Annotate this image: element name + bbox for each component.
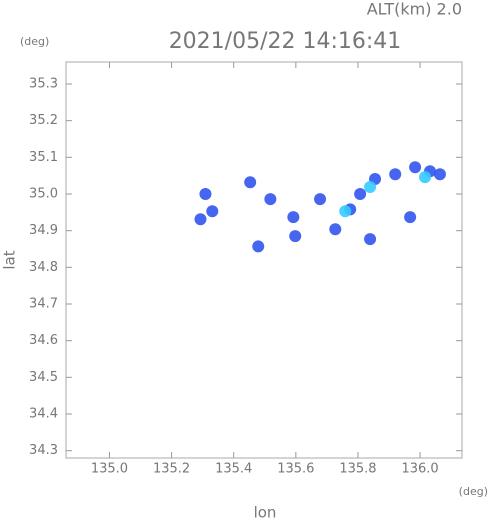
- x-tick-label: 135.6: [277, 462, 314, 477]
- echo-point: [289, 230, 302, 243]
- y-tick-label: 35.0: [29, 187, 58, 202]
- y-axis-label: lat: [1, 250, 19, 269]
- echo-point: [409, 161, 422, 174]
- echo-point: [339, 205, 352, 218]
- echo-point: [314, 193, 327, 206]
- x-tick-label: 135.0: [91, 462, 128, 477]
- echo-point: [287, 211, 300, 224]
- echo-point: [264, 193, 277, 206]
- plot-frame: [65, 61, 463, 459]
- chart-title: 2021/05/22 14:16:41: [169, 29, 402, 54]
- altitude-label: ALT(km) 2.0: [367, 0, 462, 19]
- y-tick-label: 34.3: [29, 443, 58, 458]
- y-tick-label: 34.5: [29, 370, 58, 385]
- echo-point: [433, 168, 446, 181]
- x-tick-label: 135.2: [153, 462, 190, 477]
- x-tick-label: 136.0: [401, 462, 438, 477]
- x-tick-label: 135.4: [215, 462, 252, 477]
- y-tick-label: 35.3: [29, 77, 58, 92]
- echo-point: [206, 205, 219, 218]
- y-tick-label: 34.6: [29, 333, 58, 348]
- echo-point: [354, 188, 367, 200]
- echo-point: [364, 181, 377, 194]
- echo-point: [252, 240, 265, 253]
- echo-point: [199, 188, 212, 200]
- y-tick-label: 34.9: [29, 223, 58, 238]
- echo-point: [364, 233, 377, 246]
- x-unit: (deg): [459, 485, 488, 498]
- y-tick-label: 34.4: [29, 407, 58, 422]
- echo-point: [404, 211, 417, 224]
- x-axis-label: lon: [254, 504, 277, 521]
- y-tick-label: 34.8: [29, 260, 58, 275]
- echo-point: [419, 171, 432, 184]
- y-unit: (deg): [20, 35, 49, 48]
- echo-point: [329, 223, 342, 236]
- y-tick-label: 35.1: [29, 150, 58, 165]
- y-tick-label: 35.2: [29, 113, 58, 128]
- echo-point: [244, 176, 257, 189]
- y-tick-label: 34.7: [29, 297, 58, 312]
- echo-point: [194, 213, 207, 226]
- x-tick-label: 135.8: [339, 462, 376, 477]
- echo-point: [389, 168, 402, 181]
